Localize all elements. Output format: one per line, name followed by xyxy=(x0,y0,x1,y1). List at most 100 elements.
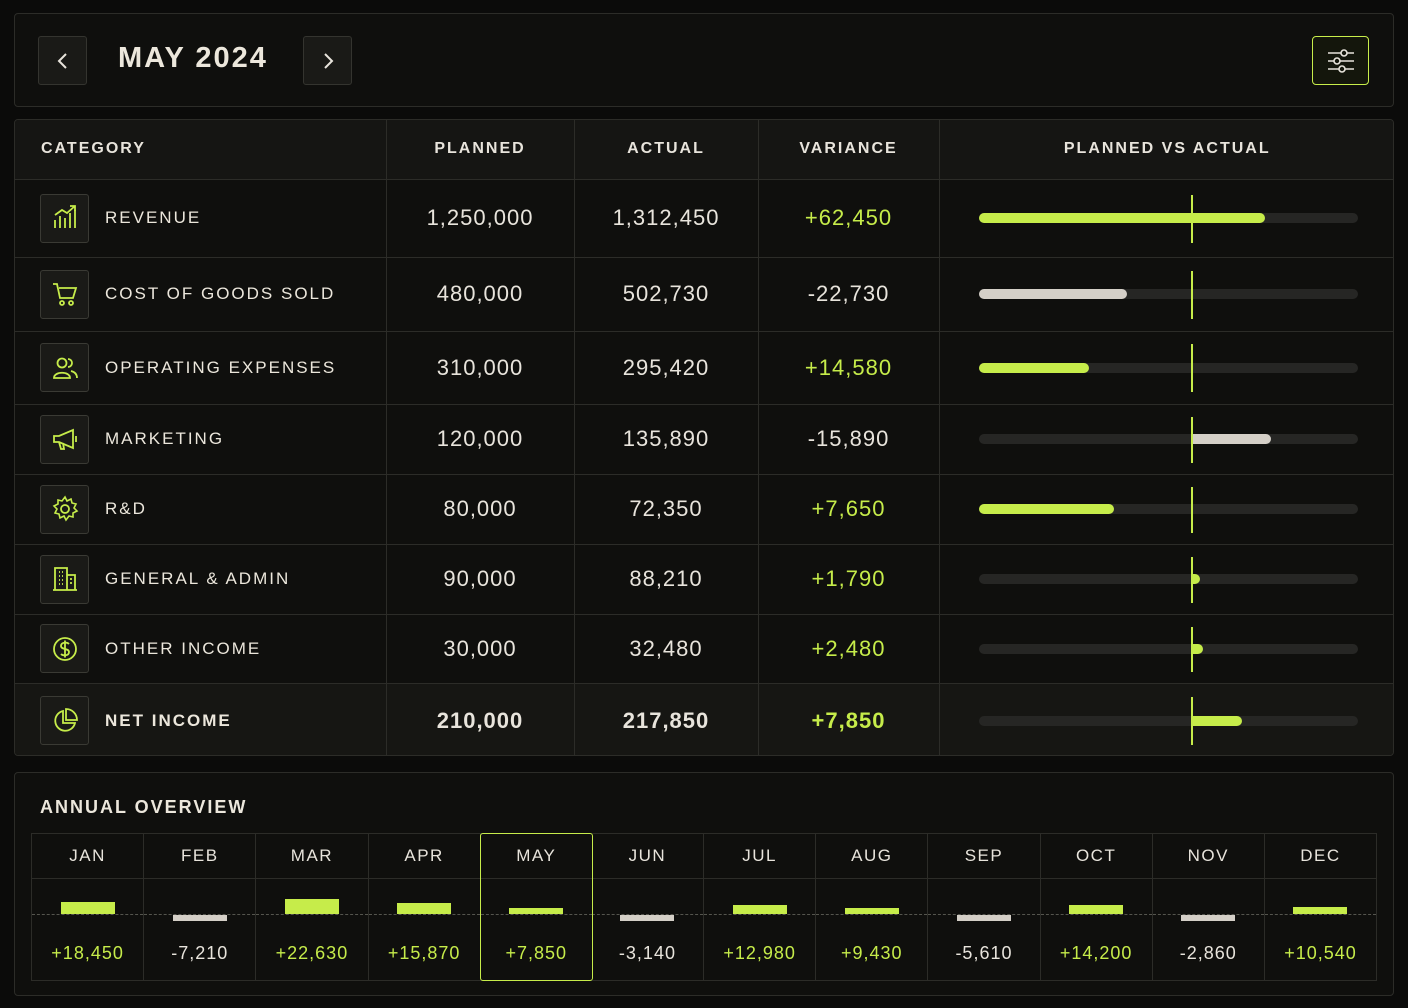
month-bar-area xyxy=(591,879,704,929)
variance-bar-fill xyxy=(978,213,1265,223)
actual-value: 135,890 xyxy=(574,404,759,475)
month-bar-area xyxy=(368,879,480,929)
chart-up-icon xyxy=(40,193,89,243)
planned-marker-line xyxy=(1190,626,1193,672)
total-row[interactable]: NET INCOME 210,000 217,850 +7,850 xyxy=(15,683,1393,755)
month-jan[interactable]: JAN +18,450 xyxy=(32,834,145,980)
dollar-coin-icon xyxy=(40,624,89,673)
month-bar-area xyxy=(1040,879,1152,929)
table-row[interactable]: REVENUE 1,250,000 1,312,450 +62,450 xyxy=(15,179,1393,258)
month-variance-bar xyxy=(284,899,339,914)
category-label: COST OF GOODS SOLD xyxy=(105,284,336,303)
annual-overview: ANNUAL OVERVIEW JAN +18,450 FEB -7,210 MAR +2… xyxy=(14,772,1394,996)
table-row[interactable]: OPERATING EXPENSES 310,000 295,420 +14,580 xyxy=(15,331,1393,405)
month-header: MAY 2024 xyxy=(14,13,1394,107)
variance-bar-fill xyxy=(978,289,1127,299)
month-bar-area xyxy=(928,879,1040,929)
variance-value: +14,580 xyxy=(758,331,940,405)
month-baseline xyxy=(256,914,368,915)
planned-marker-line xyxy=(1190,270,1193,319)
month-jul[interactable]: JUL +12,980 xyxy=(704,834,817,980)
month-aug[interactable]: AUG +9,430 xyxy=(816,834,929,980)
month-variance-bar xyxy=(844,908,899,914)
planned-value: 80,000 xyxy=(386,474,575,545)
month-name: MAR xyxy=(256,834,368,879)
month-name: AUG xyxy=(816,834,928,879)
filter-button[interactable] xyxy=(1312,36,1369,85)
category-general-and-admin: GENERAL & ADMIN xyxy=(15,554,386,604)
category-cell: REVENUE xyxy=(15,179,387,258)
month-baseline xyxy=(368,914,480,915)
variance-bar-fill xyxy=(1190,434,1271,444)
budget-table: CATEGORY PLANNED ACTUAL VARIANCE PLANNED… xyxy=(14,119,1394,756)
table-row[interactable]: R&D 80,000 72,350 +7,650 xyxy=(15,474,1393,545)
month-baseline xyxy=(591,914,704,915)
bar-track xyxy=(978,362,1358,373)
month-baseline xyxy=(1264,914,1377,915)
category-cell: OTHER INCOME xyxy=(15,614,387,684)
month-variance-bar xyxy=(1181,915,1236,921)
month-oct[interactable]: OCT +14,200 xyxy=(1040,834,1153,980)
month-baseline xyxy=(1152,914,1264,915)
planned-value: 310,000 xyxy=(386,331,575,405)
planned-vs-actual-bar xyxy=(939,404,1393,475)
bar-track xyxy=(978,213,1358,223)
month-name: APR xyxy=(368,834,480,879)
month-nov[interactable]: NOV -2,860 xyxy=(1152,834,1265,980)
category-operating-expenses: OPERATING EXPENSES xyxy=(15,343,386,392)
month-value: -2,860 xyxy=(1179,943,1237,963)
month-variance-bar xyxy=(1293,907,1348,914)
table-header-row: CATEGORY PLANNED ACTUAL VARIANCE PLANNED… xyxy=(15,120,1393,180)
category-label: GENERAL & ADMIN xyxy=(105,569,291,588)
next-month-button[interactable] xyxy=(303,36,352,85)
category-label: OPERATING EXPENSES xyxy=(105,357,337,377)
table-row[interactable]: COST OF GOODS SOLD 480,000 502,730 -22,730 xyxy=(15,257,1393,332)
actual-value: 295,420 xyxy=(574,331,759,405)
bar-track xyxy=(978,434,1358,444)
category-label: REVENUE xyxy=(105,208,202,227)
planned-value: 120,000 xyxy=(386,404,575,475)
month-value: -5,610 xyxy=(955,943,1013,963)
variance-value: +7,650 xyxy=(758,474,940,545)
gear-icon xyxy=(40,484,89,534)
category-label: R&D xyxy=(105,499,147,518)
bar-track xyxy=(978,289,1358,299)
planned-marker-line xyxy=(1190,697,1193,745)
category-cell: NET INCOME xyxy=(15,683,387,755)
bar-track xyxy=(978,715,1358,726)
column-header-actual: ACTUAL xyxy=(574,120,759,180)
month-strip: JAN +18,450 FEB -7,210 MAR +22,630 APR +15,870 M… xyxy=(31,833,1377,981)
month-name: JUL xyxy=(704,834,816,879)
table-row[interactable]: GENERAL & ADMIN 90,000 88,210 +1,790 xyxy=(15,544,1393,615)
month-apr[interactable]: APR +15,870 xyxy=(368,834,481,980)
users-icon xyxy=(40,343,89,392)
variance-bar-fill xyxy=(1190,574,1200,584)
category-cell: OPERATING EXPENSES xyxy=(15,331,387,405)
actual-value: 88,210 xyxy=(574,544,759,615)
month-name: JUN xyxy=(591,834,704,879)
column-header-planned-vs-actual: PLANNED VS ACTUAL xyxy=(939,120,1393,180)
month-feb[interactable]: FEB -7,210 xyxy=(144,834,257,980)
variance-bar-fill xyxy=(978,504,1114,514)
bar-track xyxy=(978,643,1358,654)
previous-month-button[interactable] xyxy=(38,36,87,85)
column-header-category: CATEGORY xyxy=(15,120,387,180)
month-may[interactable]: MAY +7,850 xyxy=(479,833,593,981)
table-row[interactable]: MARKETING 120,000 135,890 -15,890 xyxy=(15,404,1393,475)
variance-bar-fill xyxy=(1190,643,1203,654)
month-mar[interactable]: MAR +22,630 xyxy=(256,834,369,980)
month-baseline xyxy=(480,914,592,915)
sliders-icon xyxy=(1327,48,1354,73)
month-bar-area xyxy=(256,879,368,929)
planned-value: 210,000 xyxy=(386,683,575,755)
planned-value: 480,000 xyxy=(386,257,575,332)
actual-value: 72,350 xyxy=(574,474,759,545)
month-jun[interactable]: JUN -3,140 xyxy=(591,834,705,980)
category-label: MARKETING xyxy=(105,429,225,448)
month-name: OCT xyxy=(1040,834,1152,879)
month-sep[interactable]: SEP -5,610 xyxy=(928,834,1041,980)
month-variance-bar xyxy=(509,908,564,914)
month-dec[interactable]: DEC +10,540 xyxy=(1264,834,1377,980)
table-row[interactable]: OTHER INCOME 30,000 32,480 +2,480 xyxy=(15,614,1393,684)
planned-vs-actual-bar xyxy=(939,331,1393,405)
